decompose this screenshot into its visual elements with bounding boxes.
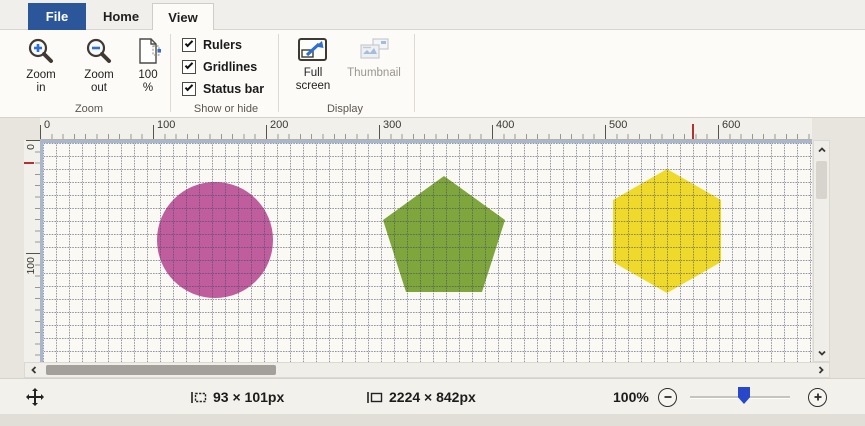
ribbon-tab-bar: File Home View [0,0,865,30]
v-ruler-label: 0 [25,144,37,150]
zoom-group-label: Zoom [74,103,104,115]
zoom-level-value: 100% [613,389,649,405]
scroll-right-button[interactable] [812,363,829,377]
ribbon-group-show-or-hide: Rulers Gridlines Status bar Show or hide [176,30,276,118]
cursor-position-indicator [26,379,44,415]
h-ruler-label: 0 [44,119,51,131]
canvas-gridlines [43,143,812,362]
gridlines-checkbox-box[interactable] [182,60,196,74]
full-screen-label: Full screen [295,67,331,92]
horizontal-scrollbar-thumb[interactable] [46,365,276,375]
zoom-100-label: 100 % [138,69,158,94]
ribbon-group-zoom: Zoom in Zoom out [10,30,168,118]
check-icon [184,38,194,48]
full-screen-button[interactable]: Full screen [286,34,340,100]
zoom-out-label: Zoom out [84,69,114,94]
thumbnail-icon [357,36,391,64]
scroll-up-button[interactable] [814,141,829,158]
h-ruler-label: 400 [496,119,515,131]
status-bar: 93 × 101px 2224 × 842px 100% [0,378,865,414]
rulers-checkbox[interactable]: Rulers [182,37,242,53]
tab-file[interactable]: File [28,3,86,30]
ribbon-separator [278,34,279,112]
ruler-position-marker-v [24,162,34,164]
zoom-out-button[interactable]: Zoom out [72,34,126,100]
plus-icon [814,393,821,401]
h-ruler-label: 500 [609,119,628,131]
ribbon-view-panel: Zoom in Zoom out [0,30,865,118]
status-bar-checkbox-label: Status bar [203,82,265,96]
image-size-value: 2224 × 842px [389,389,476,405]
chevron-down-icon [817,350,826,356]
check-icon [184,60,194,70]
gridlines-checkbox-label: Gridlines [203,60,258,74]
horizontal-ruler: 0 100 200 300 400 500 600 [40,118,812,140]
h-ruler-label: 300 [383,119,402,131]
h-ruler-label: 100 [157,119,176,131]
chevron-right-icon [818,366,824,374]
h-ruler-label: 600 [722,119,741,131]
horizontal-scrollbar[interactable] [24,362,830,378]
tab-home[interactable]: Home [102,9,140,24]
zoom-out-icon [84,36,114,66]
full-screen-icon [297,36,329,64]
selection-size-icon [191,391,207,403]
drawing-canvas[interactable] [40,140,812,362]
move-crosshair-icon [26,388,44,406]
zoom-in-status-button[interactable] [808,379,827,415]
selection-size-value: 93 × 101px [213,389,285,405]
scroll-down-button[interactable] [814,344,829,361]
selection-size-indicator: 93 × 101px [190,379,284,415]
thumbnail-button: Thumbnail [342,34,406,100]
vertical-scrollbar-thumb[interactable] [816,161,827,199]
status-bar-checkbox-box[interactable] [182,82,196,96]
show-or-hide-group-label: Show or hide [193,103,259,115]
image-size-icon [367,391,383,403]
v-ruler-label: 100 [25,257,37,275]
check-icon [184,82,194,92]
chevron-left-icon [30,366,36,374]
h-ruler-label: 200 [270,119,289,131]
window-bottom-edge [0,414,865,426]
ruler-position-marker-h [692,124,694,139]
rulers-checkbox-label: Rulers [203,38,242,52]
status-bar-checkbox[interactable]: Status bar [182,81,264,97]
display-group-label: Display [326,103,364,115]
rulers-checkbox-box[interactable] [182,38,196,52]
zoom-in-label: Zoom in [26,69,56,94]
zoom-100-button[interactable]: 100 % [128,34,168,100]
zoom-in-icon [26,36,56,66]
vertical-ruler: 0 100 [24,140,40,362]
zoom-in-button[interactable]: Zoom in [14,34,68,100]
minus-icon [664,396,671,398]
zoom-slider-handle[interactable] [738,387,750,404]
gridlines-checkbox[interactable]: Gridlines [182,59,257,75]
chevron-up-icon [817,146,826,152]
vertical-scrollbar[interactable] [813,140,830,362]
zoom-out-status-button[interactable] [658,379,677,415]
tab-view[interactable]: View [152,3,214,30]
ribbon-separator [414,34,415,112]
zoom-level-indicator: 100% [613,379,649,415]
thumbnail-label: Thumbnail [347,67,401,79]
ribbon-group-display: Full screen Thumbnail Display [282,30,408,118]
scroll-left-button[interactable] [25,363,42,377]
image-size-indicator: 2224 × 842px [366,379,476,415]
zoom-100-icon [133,36,163,66]
ribbon-separator [170,34,171,112]
